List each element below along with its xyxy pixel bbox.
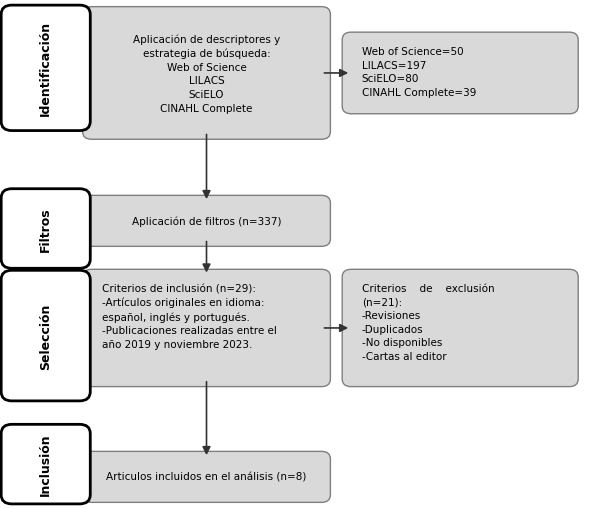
FancyBboxPatch shape — [83, 270, 330, 387]
FancyBboxPatch shape — [1, 6, 90, 131]
Text: Criterios de inclusión (n=29):
-Artículos originales en idioma:
español, inglés : Criterios de inclusión (n=29): -Artículo… — [102, 284, 277, 349]
FancyBboxPatch shape — [83, 451, 330, 502]
FancyBboxPatch shape — [1, 271, 90, 401]
Text: Identificación: Identificación — [39, 21, 53, 116]
FancyBboxPatch shape — [1, 425, 90, 504]
Text: Filtros: Filtros — [39, 207, 53, 251]
FancyBboxPatch shape — [342, 270, 578, 387]
Text: Aplicación de filtros (n=337): Aplicación de filtros (n=337) — [132, 216, 281, 227]
FancyBboxPatch shape — [1, 189, 90, 269]
FancyBboxPatch shape — [83, 8, 330, 140]
Text: Web of Science=50
LILACS=197
SciELO=80
CINAHL Complete=39: Web of Science=50 LILACS=197 SciELO=80 C… — [362, 47, 476, 98]
Text: Selección: Selección — [39, 303, 53, 369]
Text: Inclusión: Inclusión — [39, 433, 53, 495]
Text: Aplicación de descriptores y
estrategia de búsqueda:
Web of Science
LILACS
SciEL: Aplicación de descriptores y estrategia … — [133, 34, 280, 114]
FancyBboxPatch shape — [342, 33, 578, 115]
Text: Criterios    de    exclusión
(n=21):
-Revisiones
-Duplicados
-No disponibles
-Ca: Criterios de exclusión (n=21): -Revision… — [362, 284, 494, 361]
Text: Articulos incluidos en el análisis (n=8): Articulos incluidos en el análisis (n=8) — [106, 472, 307, 482]
FancyBboxPatch shape — [83, 196, 330, 247]
